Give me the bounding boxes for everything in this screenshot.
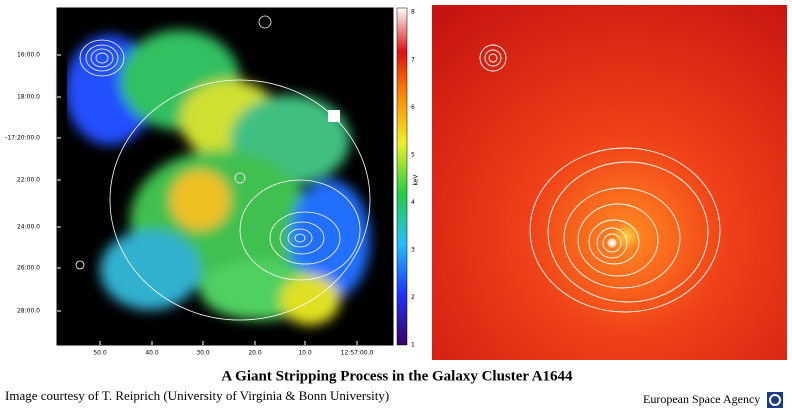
colorbar-tick-label: 3 [411,247,415,254]
colorbar-tick-label: 5 [411,152,415,159]
x-axis-label: 40.0 [145,350,159,357]
y-axis-label: 26:00.0 [17,265,40,272]
y-axis-label: 22:00.0 [17,177,40,184]
caption-agency: European Space Agency [643,392,760,406]
colorbar [396,7,408,346]
colorbar-tick-label: 8 [411,9,415,16]
x-axis-label: 50.0 [93,350,107,357]
x-axis-label: 12:57:00.0 [341,350,374,357]
caption-credit: Image courtesy of T. Reiprich (Universit… [5,388,389,403]
x-axis-label: 10.0 [298,350,312,357]
x-axis-label: 20.0 [248,350,262,357]
x-axis-label: 30.0 [196,350,210,357]
colorbar-tick-label: 1 [411,342,415,349]
temperature-map [56,7,394,346]
y-axis-label: 28:00.0 [17,308,40,315]
colorbar-label: keV [413,174,420,186]
esa-logo [767,392,783,408]
y-axis-label: -17:20:00.0 [5,135,40,142]
colorbar-tick-label: 4 [411,199,415,206]
caption-title: A Giant Stripping Process in the Galaxy … [221,368,573,384]
colorbar-tick-label: 7 [411,57,415,64]
y-axis-label: 18:00.0 [17,94,40,101]
colorbar-tick-label: 6 [411,104,415,111]
colorbar-tick-label: 2 [411,294,415,301]
y-axis-label: 16:00.0 [17,52,40,59]
xray-image [432,5,787,360]
y-axis-label: 24:00.0 [17,224,40,231]
